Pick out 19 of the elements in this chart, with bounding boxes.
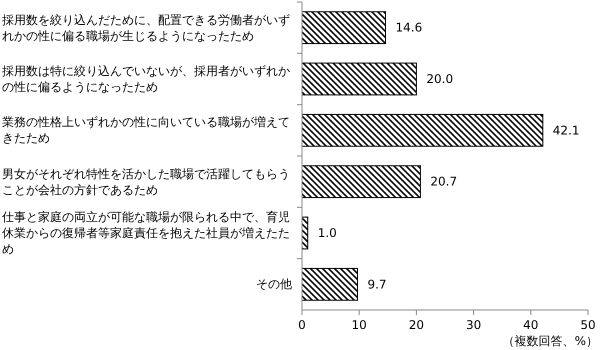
x-tick-label: 30 [466,318,482,332]
data-label: 14.6 [396,20,422,35]
x-tick-label: 0 [298,318,306,332]
data-label: 20.7 [430,174,458,189]
x-tick-label: 50 [580,318,596,332]
data-label: 9.7 [367,277,387,292]
x-tick-label: 10 [352,318,367,332]
y-tick-label: 採用数を絞り込んだために、配置できる労働者がいずれかの性に偏る職場が生じるようになったため [2,12,291,44]
x-axis-title: （複数回答、%） [502,334,598,348]
data-label: 1.0 [318,226,337,240]
y-tick-label: 男女がそれぞれ特性を活かした職場で活躍してもらうことが会社の方針であるため [2,166,291,198]
x-tick-label: 20 [408,318,424,332]
x-tick-label: 40 [523,318,538,332]
y-tick-label: その他 [256,276,292,292]
data-label: 20.0 [426,72,454,86]
data-label: 42.1 [552,123,580,138]
y-tick-label: 業務の性格上いずれかの性に向いている職場が増えてきたため [2,114,291,146]
y-tick-label: 仕事と家庭の両立が可能な職場が限られる中で、育児休業からの復帰者等家庭責任を抱えた社員が増えたため [2,209,291,257]
y-tick-label: 採用数は特に絞り込んでいないが、採用者がいずれかの性に偏るようになったため [2,63,291,95]
